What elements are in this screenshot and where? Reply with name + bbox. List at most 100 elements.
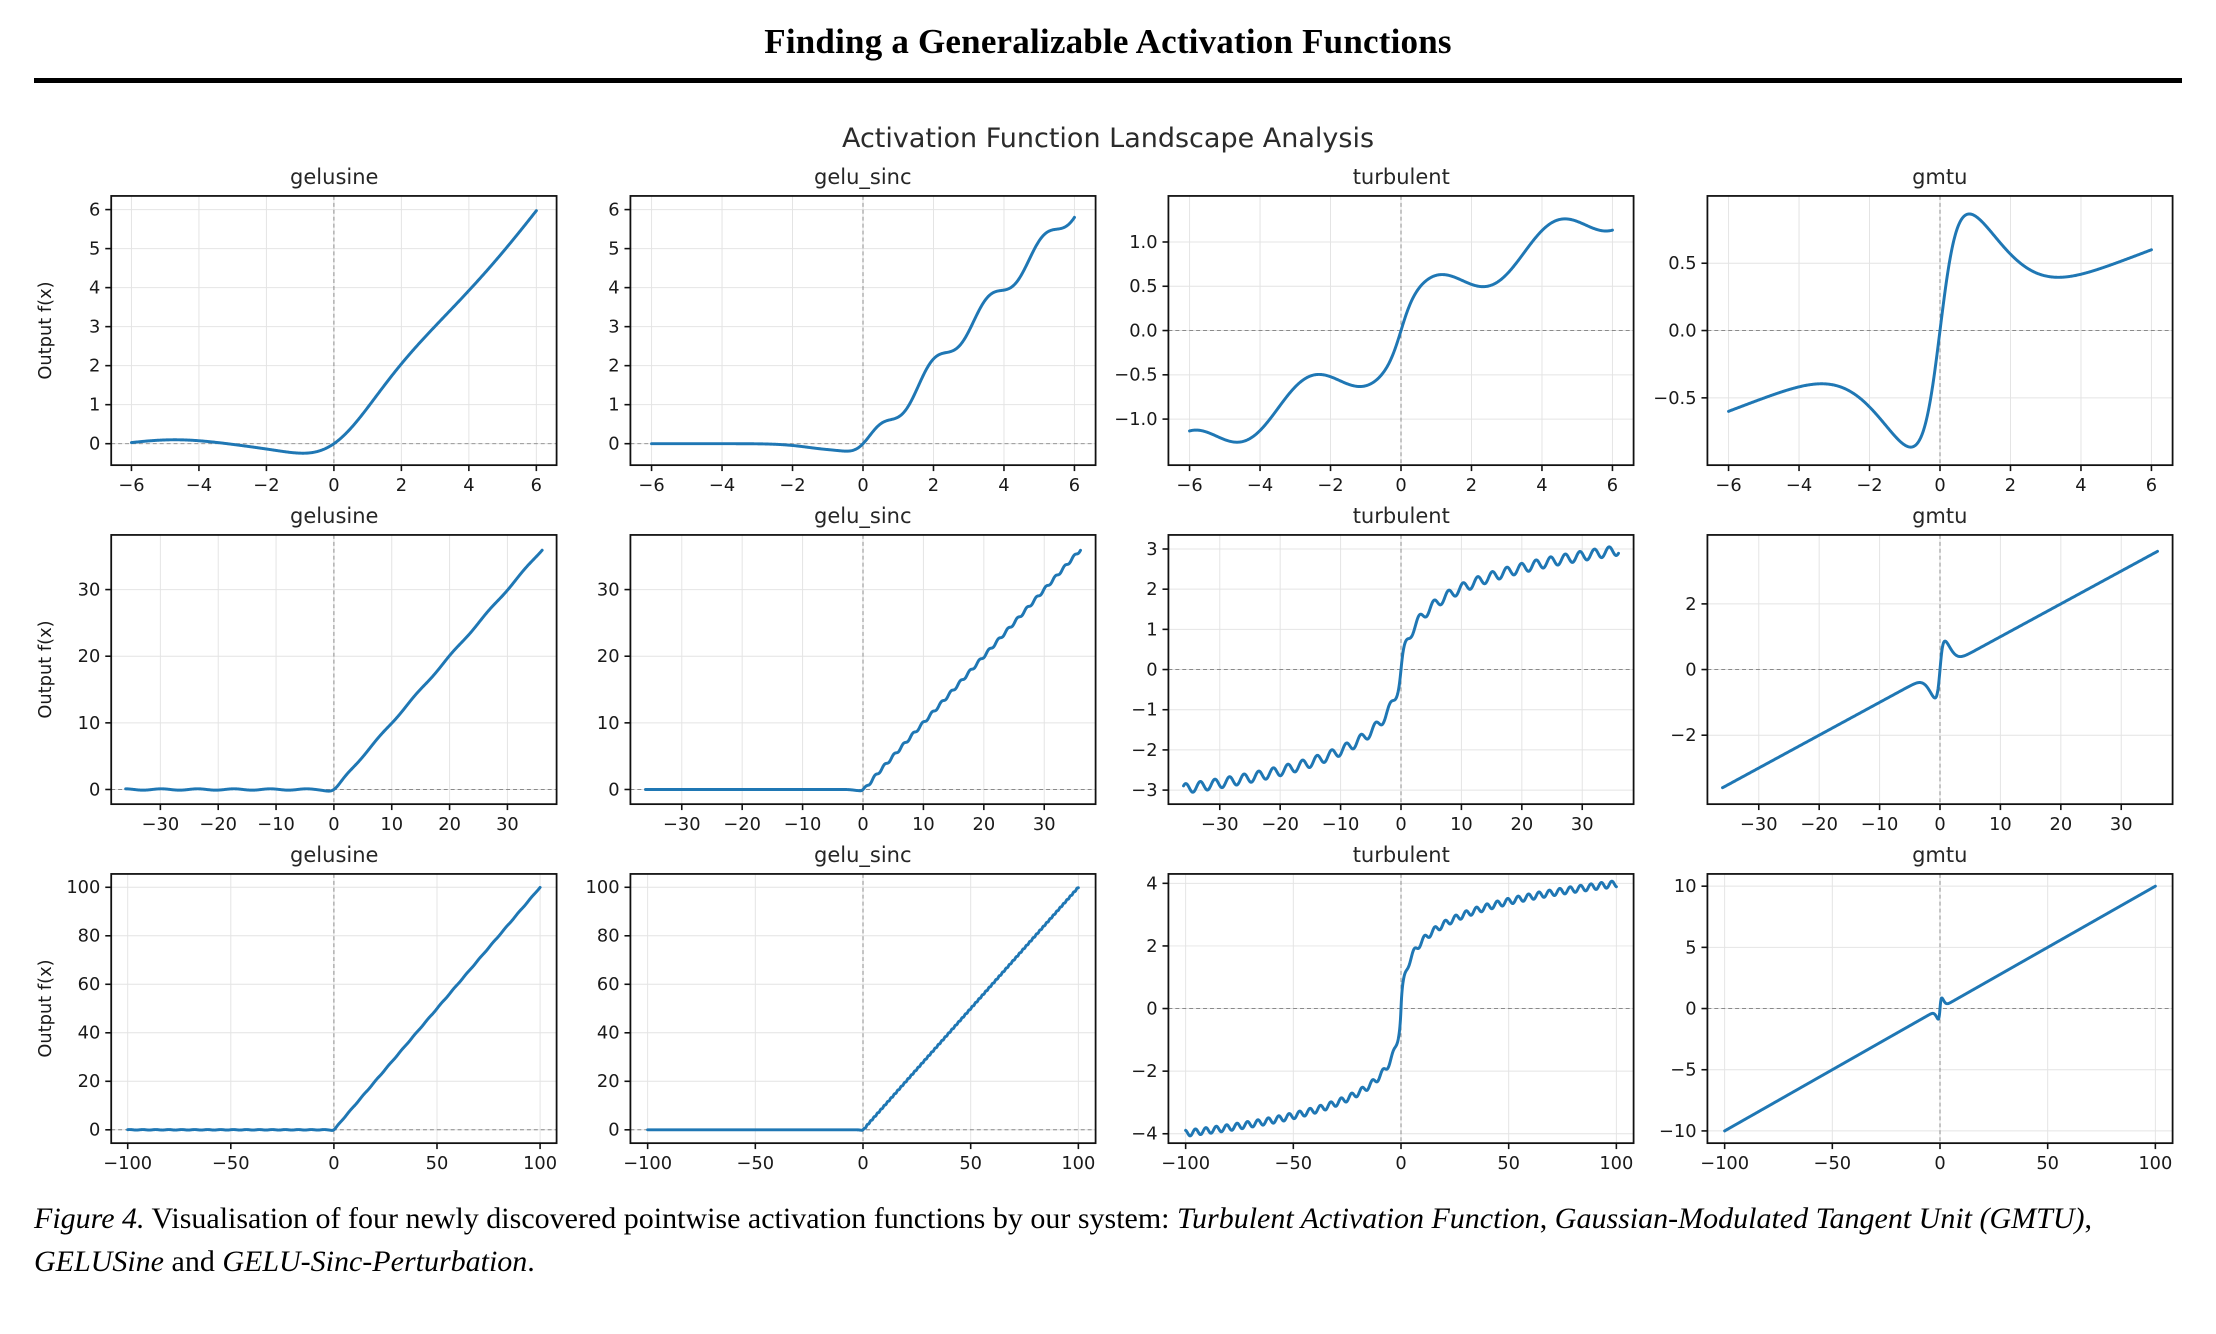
- svg-text:10: 10: [1989, 814, 2012, 835]
- subplot-cell-turbulent-row2: turbulent −30 −20 −10 0 10 20 30 −3 −2 −1 0 1 2 3: [1111, 503, 1644, 838]
- svg-text:5: 5: [89, 239, 100, 260]
- svg-text:10: 10: [380, 814, 403, 835]
- svg-text:0: 0: [1934, 1152, 1945, 1173]
- svg-text:4: 4: [1536, 475, 1547, 496]
- svg-text:0: 0: [328, 475, 339, 496]
- svg-text:30: 30: [1032, 814, 1055, 835]
- svg-text:60: 60: [78, 974, 101, 995]
- svg-text:5: 5: [1685, 937, 1696, 958]
- svg-text:6: 6: [1068, 475, 1079, 496]
- subplot-turbulent-row3: −100 −50 0 50 100 −4 −2 0 2 4: [1131, 872, 1635, 1173]
- subplot-cell-gelu_sinc-row1: gelu_sinc −6 −4 −2 0 2 4 6 0 1 2 3 4 5 6: [573, 164, 1106, 499]
- svg-text:10: 10: [596, 713, 619, 734]
- svg-text:4: 4: [89, 278, 100, 299]
- svg-text:−30: −30: [1739, 814, 1777, 835]
- svg-text:50: 50: [1497, 1152, 1520, 1173]
- caption-name-gelusine: GELUSine: [34, 1244, 164, 1278]
- subplot-cell-gelusine-row3: gelusine −100 −50 0 50 100 0 20 40 60 80 100 Output …: [34, 842, 567, 1177]
- svg-text:−4: −4: [186, 475, 212, 496]
- svg-text:0: 0: [328, 1152, 339, 1173]
- svg-text:0.5: 0.5: [1668, 253, 1696, 274]
- svg-text:2: 2: [2004, 475, 2015, 496]
- svg-text:−100: −100: [1700, 1152, 1749, 1173]
- svg-text:−2: −2: [253, 475, 279, 496]
- svg-text:−6: −6: [1176, 475, 1202, 496]
- svg-text:80: 80: [596, 925, 619, 946]
- svg-text:1.0: 1.0: [1129, 232, 1157, 253]
- svg-text:4: 4: [463, 475, 474, 496]
- subplot-cell-gelusine-row2: gelusine −30 −20 −10 0 10 20 30 0 10 20 30 Output f(…: [34, 503, 567, 838]
- subplot-title: turbulent: [1352, 842, 1450, 867]
- svg-text:100: 100: [1061, 1152, 1095, 1173]
- subplot-cell-turbulent-row3: turbulent −100 −50 0 50 100 −4 −2 0 2 4: [1111, 842, 1644, 1177]
- svg-text:10: 10: [78, 713, 101, 734]
- svg-text:0: 0: [89, 779, 100, 800]
- svg-text:0.5: 0.5: [1129, 276, 1157, 297]
- svg-text:−30: −30: [662, 814, 700, 835]
- svg-text:2: 2: [608, 356, 619, 377]
- svg-text:−4: −4: [1247, 475, 1273, 496]
- subplot-cell-gelusine-row1: gelusine −6 −4 −2 0 2 4 6 0 1 2 3 4 5 6 Output f(x): [34, 164, 567, 499]
- svg-text:0: 0: [608, 434, 619, 455]
- svg-text:20: 20: [78, 646, 101, 667]
- svg-text:−0.5: −0.5: [1653, 388, 1696, 409]
- header-rule: [34, 78, 2182, 83]
- svg-text:80: 80: [78, 925, 101, 946]
- svg-text:−6: −6: [1715, 475, 1741, 496]
- svg-text:−4: −4: [708, 475, 734, 496]
- subplot-title: gelusine: [290, 842, 379, 867]
- svg-text:20: 20: [78, 1071, 101, 1092]
- caption-name-gmtu: Gaussian-Modulated Tangent Unit (GMTU): [1554, 1202, 2085, 1236]
- svg-text:6: 6: [89, 200, 100, 221]
- subplot-cell-gmtu-row2: gmtu −30 −20 −10 0 10 20 30 −2 0 2: [1650, 503, 2183, 838]
- svg-text:−20: −20: [1261, 814, 1299, 835]
- svg-text:−2: −2: [1856, 475, 1882, 496]
- caption-figure-label: Figure 4.: [34, 1202, 145, 1236]
- svg-text:−10: −10: [783, 814, 821, 835]
- caption-name-gelu-sinc: GELU-Sinc-Perturbation: [222, 1244, 528, 1278]
- subplot-title: gelusine: [290, 503, 379, 528]
- svg-text:−4: −4: [1785, 475, 1811, 496]
- subplot-gelusine-row1: −6 −4 −2 0 2 4 6 0 1 2 3 4 5 6 Output f(x): [35, 195, 558, 496]
- svg-text:−100: −100: [623, 1152, 672, 1173]
- svg-text:−1: −1: [1131, 699, 1157, 720]
- subplot-title: gmtu: [1912, 165, 1968, 189]
- svg-text:−30: −30: [1201, 814, 1239, 835]
- svg-text:6: 6: [2145, 475, 2156, 496]
- subplot-gelu_sinc-row1: −6 −4 −2 0 2 4 6 0 1 2 3 4 5 6: [608, 195, 1096, 496]
- svg-text:2: 2: [396, 475, 407, 496]
- svg-text:−20: −20: [1800, 814, 1838, 835]
- svg-text:40: 40: [596, 1022, 619, 1043]
- svg-text:4: 4: [1146, 873, 1157, 894]
- svg-text:0: 0: [1934, 814, 1945, 835]
- subplot-cell-gmtu-row1: gmtu −6 −4 −2 0 2 4 6 −0.5 0.0 0.5: [1650, 164, 2183, 499]
- svg-text:0: 0: [857, 814, 868, 835]
- y-axis-label: Output f(x): [35, 620, 56, 718]
- svg-text:0: 0: [1395, 814, 1406, 835]
- svg-text:1: 1: [89, 395, 100, 416]
- svg-text:2: 2: [89, 356, 100, 377]
- svg-text:100: 100: [66, 877, 100, 898]
- subplot-cell-gelu_sinc-row3: gelu_sinc −100 −50 0 50 100 0 20 40 60 80 100: [573, 842, 1106, 1177]
- svg-text:0.0: 0.0: [1668, 320, 1696, 341]
- charts-grid: gelusine −6 −4 −2 0 2 4 6 0 1 2 3 4 5 6 Output f(x) gelu…: [34, 164, 2182, 1176]
- svg-text:0: 0: [857, 475, 868, 496]
- svg-text:100: 100: [585, 877, 619, 898]
- svg-text:0: 0: [1685, 659, 1696, 680]
- subplot-cell-gmtu-row3: gmtu −100 −50 0 50 100 −10 −5 0 5 10: [1650, 842, 2183, 1177]
- svg-text:−10: −10: [1658, 1120, 1696, 1141]
- subplot-gelu_sinc-row3: −100 −50 0 50 100 0 20 40 60 80 100: [585, 872, 1096, 1173]
- svg-text:20: 20: [1511, 814, 1534, 835]
- svg-text:3: 3: [89, 317, 100, 338]
- svg-text:−4: −4: [1131, 1123, 1157, 1144]
- svg-text:−50: −50: [212, 1152, 250, 1173]
- svg-text:0: 0: [89, 434, 100, 455]
- svg-text:40: 40: [78, 1022, 101, 1043]
- svg-text:−3: −3: [1131, 780, 1157, 801]
- svg-text:10: 10: [1673, 876, 1696, 897]
- svg-text:−10: −10: [257, 814, 295, 835]
- svg-text:−6: −6: [638, 475, 664, 496]
